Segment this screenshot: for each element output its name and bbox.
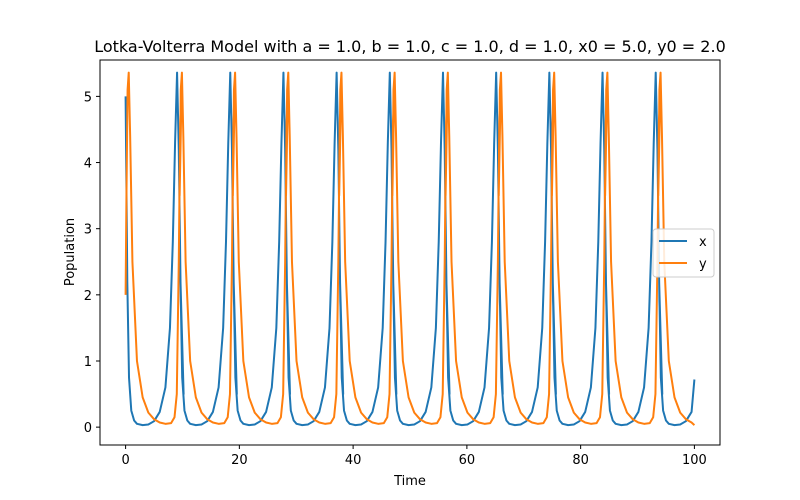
x-tick-label: 100 xyxy=(682,453,707,468)
y-tick-label: 4 xyxy=(84,157,92,172)
y-tick-label: 3 xyxy=(84,223,92,238)
x-tick-label: 40 xyxy=(345,453,362,468)
legend-label-x: x xyxy=(699,235,707,250)
y-tick-label: 1 xyxy=(84,355,92,370)
legend: xy xyxy=(652,228,715,278)
x-axis-label: Time xyxy=(393,474,426,489)
x-tick-label: 20 xyxy=(231,453,248,468)
x-tick-label: 80 xyxy=(572,453,589,468)
series-line-y xyxy=(124,71,696,426)
chart-title: Lotka-Volterra Model with a = 1.0, b = 1… xyxy=(94,37,726,56)
x-tick-label: 0 xyxy=(121,453,129,468)
y-tick-label: 2 xyxy=(84,289,92,304)
y-tick-label: 5 xyxy=(84,90,92,105)
x-tick-label: 60 xyxy=(459,453,476,468)
legend-label-y: y xyxy=(699,257,707,272)
y-tick-label: 0 xyxy=(84,421,92,436)
plot-frame xyxy=(99,59,721,446)
y-axis-label: Population xyxy=(63,218,78,286)
series-line-x xyxy=(124,71,696,427)
